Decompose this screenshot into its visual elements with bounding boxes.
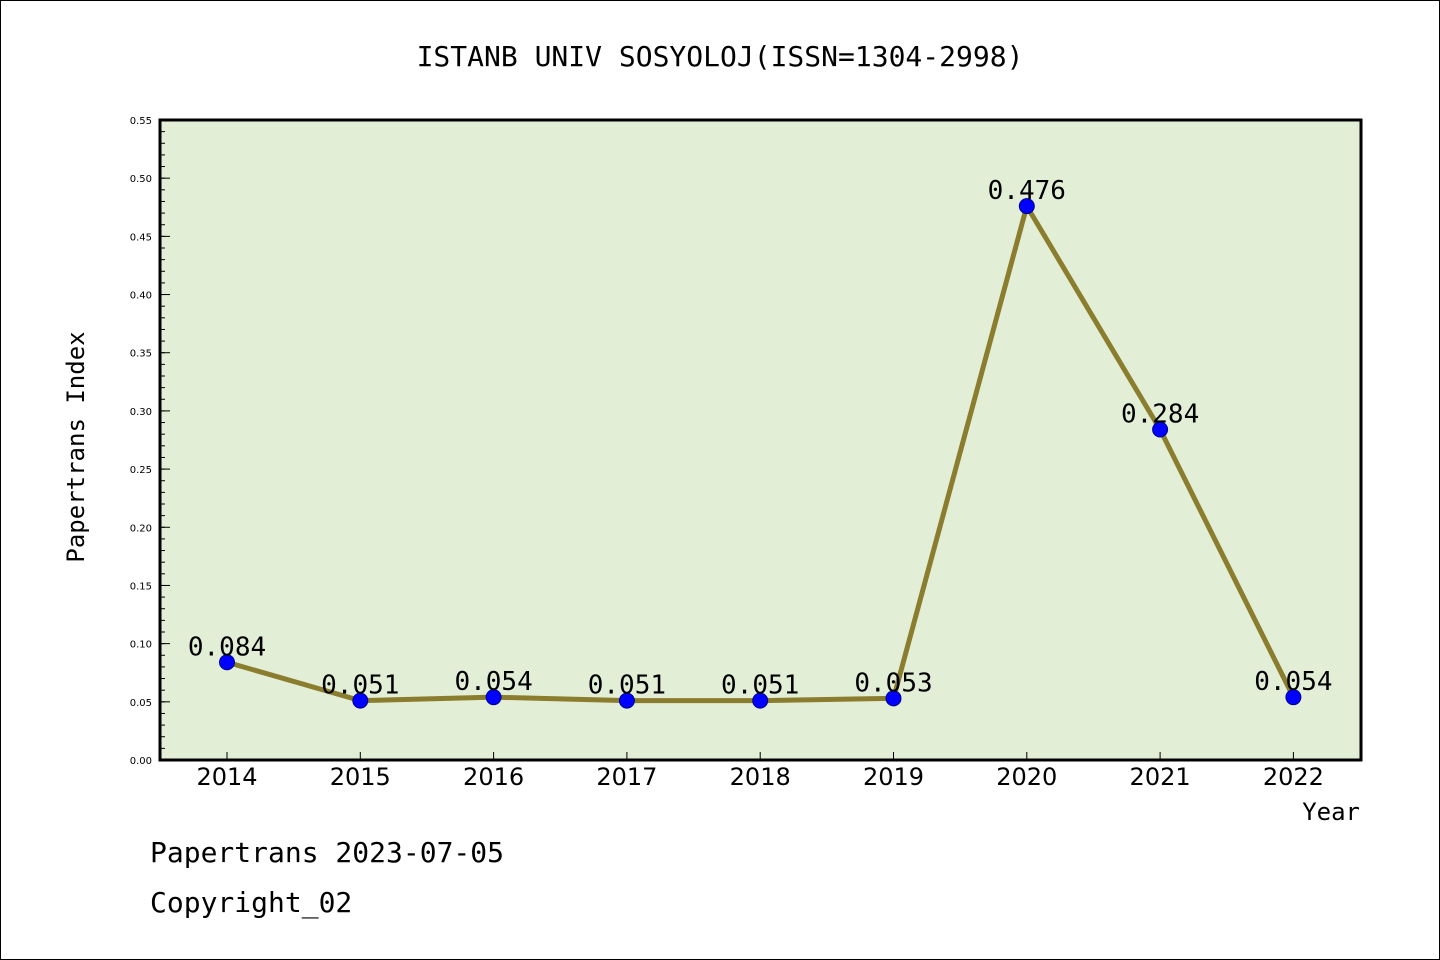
x-axis-label: Year xyxy=(1302,798,1360,826)
data-point xyxy=(352,692,369,709)
y-tick-label: 0.35 xyxy=(130,349,152,360)
y-tick-label: 0.55 xyxy=(130,116,152,127)
data-label: 0.054 xyxy=(1254,667,1332,697)
chart-title: ISTANB UNIV SOSYOLOJ(ISSN=1304-2998) xyxy=(417,40,1024,73)
y-tick-label: 0.10 xyxy=(130,640,152,651)
y-tick-label: 0.40 xyxy=(130,291,152,302)
y-tick-label: 0.50 xyxy=(130,174,152,185)
data-label: 0.053 xyxy=(854,668,932,698)
data-label: 0.084 xyxy=(188,632,266,662)
footer-date: Papertrans 2023-07-05 xyxy=(150,836,505,869)
data-point xyxy=(1152,421,1169,438)
data-point xyxy=(885,690,902,707)
data-point xyxy=(618,692,635,709)
data-label: 0.051 xyxy=(321,671,399,701)
y-tick-label: 0.00 xyxy=(130,756,152,767)
x-tick-label: 2020 xyxy=(996,763,1057,791)
data-label: 0.284 xyxy=(1121,400,1199,430)
footer-copyright: Copyright_02 xyxy=(150,886,353,919)
x-tick-label: 2017 xyxy=(596,763,657,791)
data-point xyxy=(219,654,235,671)
x-tick-label: 2022 xyxy=(1263,763,1324,791)
data-label: 0.054 xyxy=(454,667,532,697)
data-label: 0.476 xyxy=(988,176,1066,206)
y-tick-label: 0.05 xyxy=(130,698,152,709)
data-label: 0.051 xyxy=(721,671,799,701)
data-point xyxy=(1018,198,1035,215)
x-tick-label: 2016 xyxy=(463,763,524,791)
plot-background xyxy=(160,120,1361,760)
data-label: 0.051 xyxy=(588,671,666,701)
x-tick-label: 2019 xyxy=(863,763,924,791)
y-tick-label: 0.15 xyxy=(130,581,152,592)
data-point xyxy=(485,689,502,706)
plot-area: 0.00 0.05 0.10 0.15 0.20 0.25 0.30 0.35 0.40 0.45… xyxy=(130,116,1363,791)
y-tick-label: 0.20 xyxy=(130,523,152,534)
y-tick-label: 0.25 xyxy=(130,465,152,476)
x-tick-label: 2018 xyxy=(730,763,791,791)
y-axis-label: Papertrans Index xyxy=(62,331,90,562)
y-tick-label: 0.30 xyxy=(130,407,152,418)
x-tick-label: 2015 xyxy=(330,763,391,791)
y-tick-label: 0.45 xyxy=(130,232,152,243)
x-tick-label: 2014 xyxy=(196,763,257,791)
data-point xyxy=(1285,689,1302,706)
plot-border xyxy=(158,118,1363,762)
data-point xyxy=(752,692,769,709)
x-tick-label: 2021 xyxy=(1130,763,1191,791)
